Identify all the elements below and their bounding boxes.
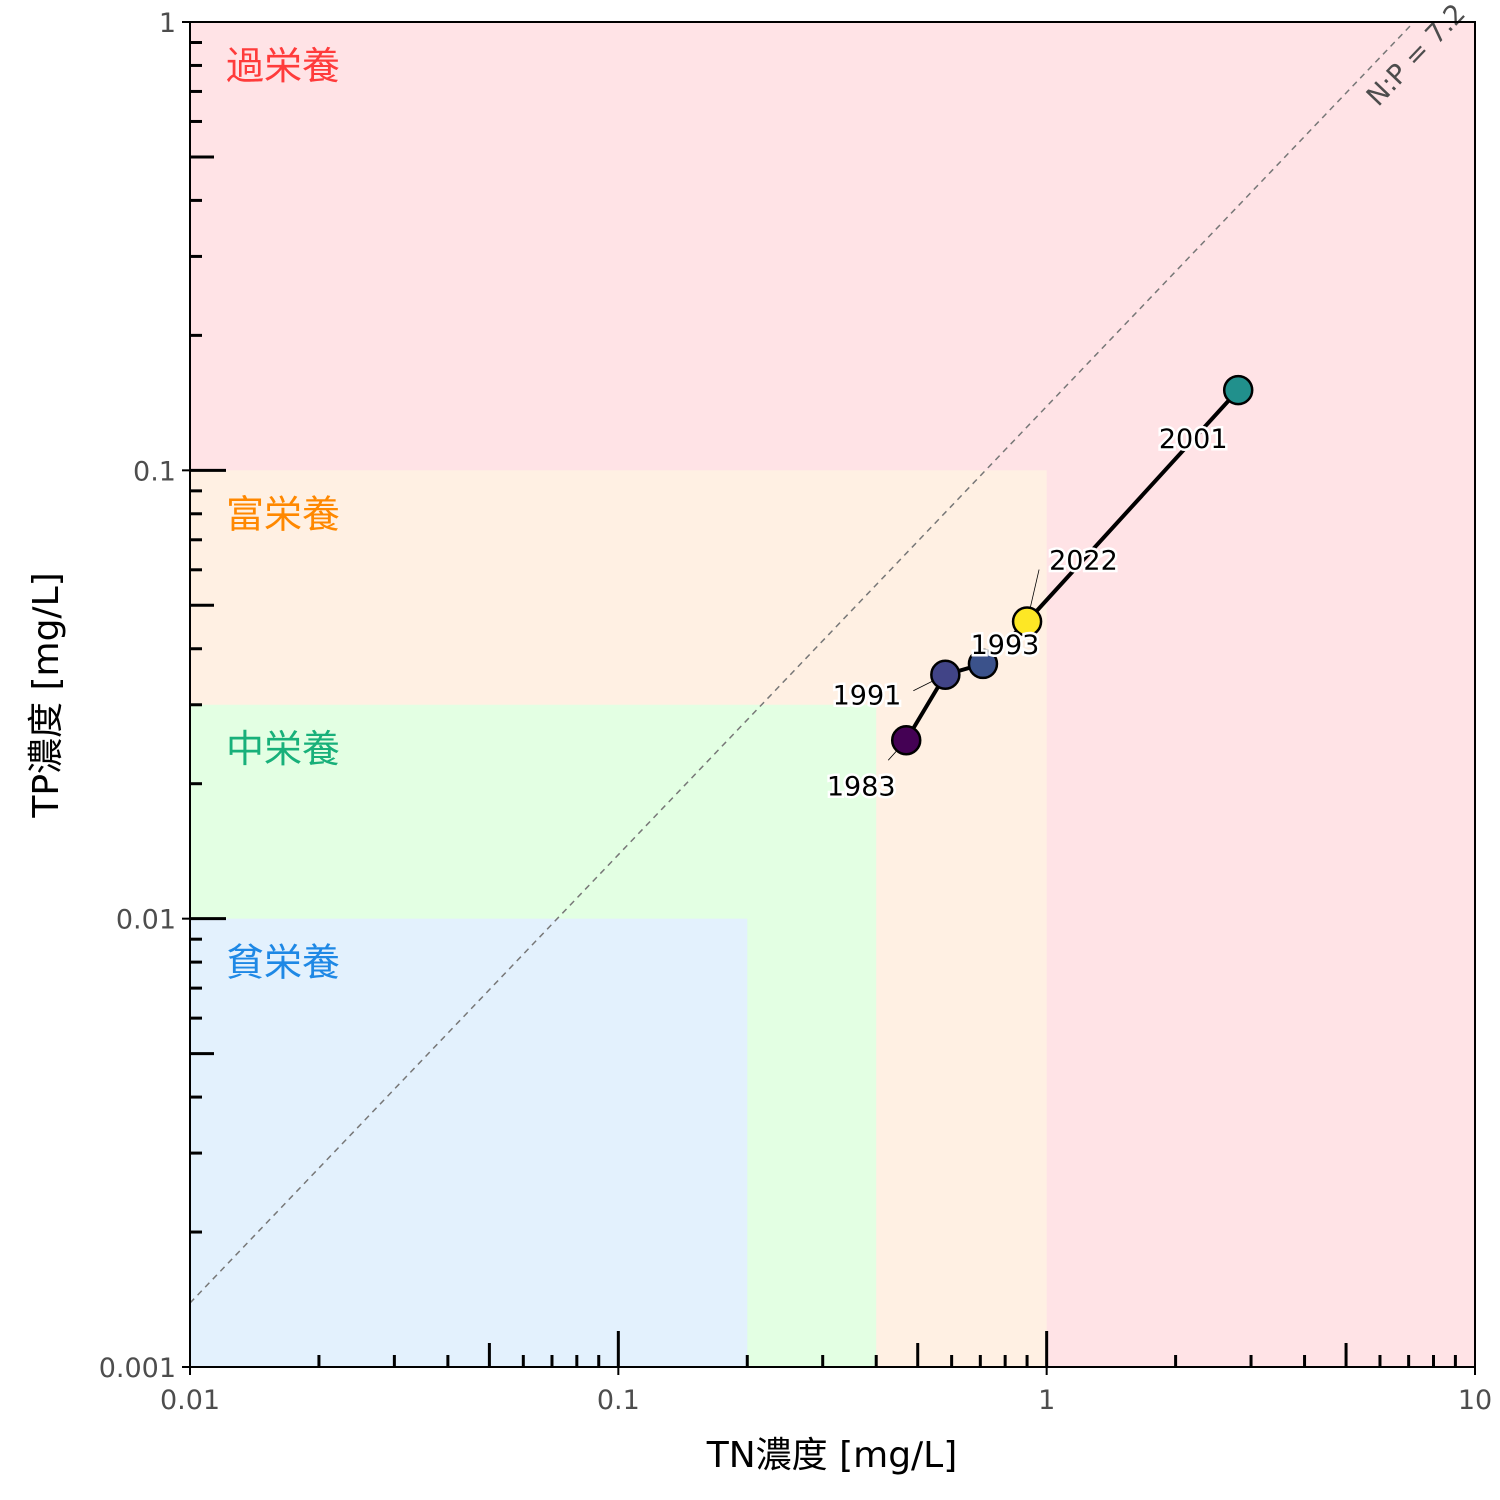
data-point-2022 [1011, 606, 1043, 637]
x-tick-label-0-1: 0.1 [597, 1385, 640, 1416]
y-tick-label-0-001: 0.001 [99, 1353, 176, 1384]
data-point-2001 [1222, 374, 1254, 406]
x-tick-label-1: 1 [1038, 1385, 1055, 1416]
year-labels-layer: 1983 1991 1993 2001 2022 [824, 422, 1230, 805]
y-tick-label-0-1: 0.1 [133, 456, 176, 487]
x-axis-title: TN濃度 [mg/L] [706, 1435, 958, 1476]
zone-3-label: 中栄養 [226, 727, 340, 771]
x-tick-label-10: 10 [1458, 1385, 1492, 1416]
y-axis-title: TP濃度 [mg/L] [26, 572, 67, 818]
data-point-1991 [930, 659, 961, 690]
np-ratio-line [189, 21, 1415, 1304]
year-label-2022: 2022 [1049, 546, 1118, 577]
plot-border [189, 21, 1476, 1368]
data-point-1993 [967, 648, 999, 680]
data-points-layer [890, 374, 1254, 756]
x-tick-label-0-01: 0.01 [160, 1385, 220, 1416]
y-tick-label-0-01: 0.01 [116, 905, 176, 936]
y-tick-label-1: 1 [159, 8, 176, 39]
year-label-1991: 1991 [833, 681, 902, 712]
zone-4-area [190, 918, 748, 1367]
axis-ticks-layer [182, 21, 1476, 1375]
year-label-2001: 2001 [1159, 424, 1228, 455]
zone-2-label: 富栄養 [226, 492, 340, 536]
zone-1-label: 過栄養 [226, 44, 340, 88]
data-point-1983 [890, 725, 922, 756]
year-label-1993: 1993 [971, 630, 1040, 661]
zones-layer [190, 22, 1475, 1367]
zone-4-label: 貧栄養 [226, 941, 340, 985]
year-label-1983: 1983 [827, 771, 896, 802]
